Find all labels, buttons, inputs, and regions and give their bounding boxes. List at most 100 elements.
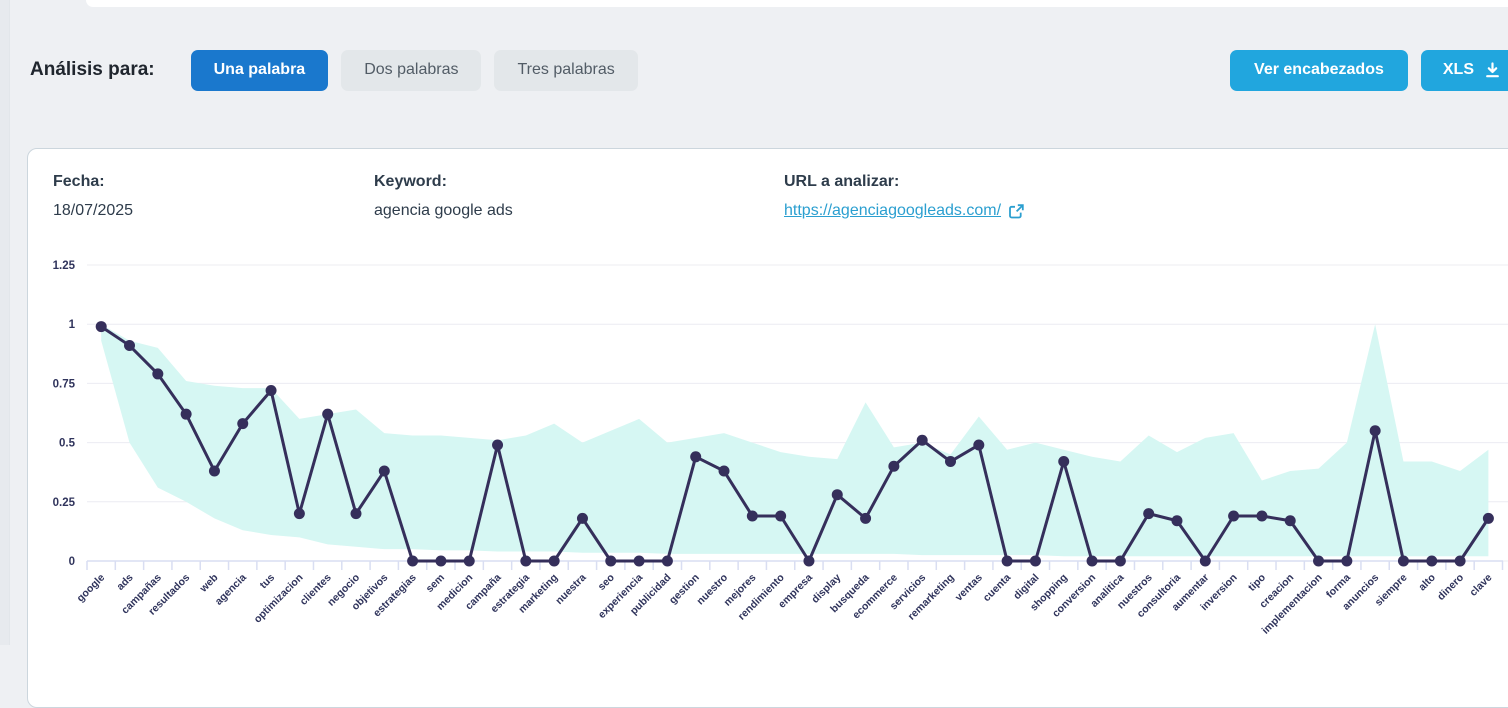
ver-encabezados-label: Ver encabezados bbox=[1254, 61, 1384, 78]
data-point[interactable] bbox=[718, 465, 730, 477]
data-point[interactable] bbox=[1482, 512, 1494, 524]
keyword-block: Keyword: agencia google ads bbox=[374, 173, 784, 220]
data-point[interactable] bbox=[548, 555, 560, 567]
data-point[interactable] bbox=[492, 439, 504, 451]
data-point[interactable] bbox=[1029, 555, 1041, 567]
data-point[interactable] bbox=[973, 439, 985, 451]
y-axis-label: 0.25 bbox=[53, 497, 76, 509]
data-point[interactable] bbox=[1114, 555, 1126, 567]
data-point[interactable] bbox=[1369, 425, 1381, 437]
ver-encabezados-button[interactable]: Ver encabezados bbox=[1230, 49, 1408, 91]
data-point[interactable] bbox=[152, 368, 164, 380]
data-point[interactable] bbox=[831, 489, 843, 501]
keyword-frequency-chart: 0 0.25 0.5 0.75 1 1.25 google ads campañas result… bbox=[28, 245, 1508, 646]
date-value: 18/07/2025 bbox=[53, 202, 134, 219]
x-axis-label: clave bbox=[1467, 572, 1494, 599]
x-axis-label: web bbox=[197, 572, 221, 596]
x-axis-label: alto bbox=[1416, 572, 1438, 594]
y-axis-label: 0.75 bbox=[53, 378, 76, 390]
export-actions: Ver encabezados XLS bbox=[1230, 49, 1508, 91]
data-point[interactable] bbox=[322, 408, 334, 420]
x-axis-label: dinero bbox=[1435, 572, 1466, 603]
data-point[interactable] bbox=[265, 385, 277, 397]
tab-una-palabra[interactable]: Una palabra bbox=[190, 49, 329, 91]
data-point[interactable] bbox=[1454, 555, 1466, 567]
y-axis-label: 0.5 bbox=[59, 438, 76, 450]
top-card-edge bbox=[86, 0, 1508, 7]
y-axis-label: 1.25 bbox=[53, 260, 76, 272]
data-point[interactable] bbox=[407, 555, 419, 567]
y-axis-label: 1 bbox=[69, 319, 76, 331]
data-point[interactable] bbox=[690, 451, 702, 463]
external-link-icon[interactable] bbox=[1008, 203, 1025, 220]
keyword-value: agencia google ads bbox=[374, 202, 513, 219]
data-point[interactable] bbox=[576, 512, 588, 524]
analysis-card: Fecha: 18/07/2025 Keyword: agencia googl… bbox=[27, 148, 1508, 708]
date-label: Fecha: bbox=[53, 173, 105, 190]
data-point[interactable] bbox=[463, 555, 475, 567]
word-count-tabs: Una palabra Dos palabras Tres palabras bbox=[190, 49, 638, 91]
tab-tres-palabras[interactable]: Tres palabras bbox=[494, 49, 638, 91]
x-axis-label: agencia bbox=[213, 572, 249, 608]
page-left-edge bbox=[0, 0, 10, 645]
x-axis-label: google bbox=[74, 572, 107, 605]
x-axis-label: tus bbox=[258, 572, 278, 592]
data-point[interactable] bbox=[945, 456, 956, 468]
data-point[interactable] bbox=[520, 555, 532, 567]
analyzed-url-text: https://agenciagoogleads.com/ bbox=[784, 202, 1002, 219]
date-block: Fecha: 18/07/2025 bbox=[53, 173, 374, 220]
data-point[interactable] bbox=[208, 465, 220, 477]
data-point[interactable] bbox=[237, 418, 249, 430]
data-point[interactable] bbox=[1001, 555, 1013, 567]
data-point[interactable] bbox=[95, 321, 107, 333]
data-point[interactable] bbox=[1228, 510, 1240, 522]
data-point[interactable] bbox=[633, 555, 645, 567]
data-point[interactable] bbox=[1199, 555, 1211, 567]
range-band-area bbox=[101, 324, 1489, 557]
data-point[interactable] bbox=[888, 460, 900, 472]
data-point[interactable] bbox=[1256, 510, 1268, 522]
x-axis-label: cuenta bbox=[981, 572, 1014, 605]
xls-download-button[interactable]: XLS bbox=[1420, 49, 1508, 91]
data-point[interactable] bbox=[1341, 555, 1353, 567]
x-axis-label: tipo bbox=[1246, 572, 1268, 594]
data-point[interactable] bbox=[803, 555, 815, 567]
x-axis-label: ventas bbox=[953, 572, 985, 604]
data-point[interactable] bbox=[1284, 515, 1296, 527]
data-point[interactable] bbox=[1313, 555, 1325, 567]
data-point[interactable] bbox=[860, 512, 872, 524]
data-point[interactable] bbox=[378, 465, 390, 477]
data-point[interactable] bbox=[746, 510, 758, 522]
keyword-label: Keyword: bbox=[374, 173, 447, 190]
data-point[interactable] bbox=[293, 508, 305, 520]
analysis-for-label: Análisis para: bbox=[30, 59, 155, 80]
meta-row: Fecha: 18/07/2025 Keyword: agencia googl… bbox=[28, 149, 1508, 220]
data-point[interactable] bbox=[350, 508, 362, 520]
data-point[interactable] bbox=[1397, 555, 1409, 567]
download-icon bbox=[1485, 62, 1500, 78]
data-point[interactable] bbox=[180, 408, 192, 420]
data-point[interactable] bbox=[1086, 555, 1098, 567]
x-axis-label: nuestra bbox=[553, 572, 588, 607]
x-axis-label: ads bbox=[114, 572, 135, 593]
data-point[interactable] bbox=[661, 555, 673, 567]
x-axis-label: seo bbox=[596, 572, 617, 593]
data-point[interactable] bbox=[1058, 456, 1070, 468]
data-point[interactable] bbox=[124, 340, 136, 352]
data-point[interactable] bbox=[605, 555, 617, 567]
data-point[interactable] bbox=[1143, 508, 1155, 520]
url-label: URL a analizar: bbox=[784, 173, 900, 190]
data-point[interactable] bbox=[775, 510, 787, 522]
data-point[interactable] bbox=[916, 434, 928, 446]
x-axis-label: sem bbox=[424, 572, 447, 595]
analysis-toolbar: Análisis para: Una palabra Dos palabras … bbox=[30, 48, 1508, 92]
xls-label: XLS bbox=[1442, 61, 1474, 78]
data-point[interactable] bbox=[1171, 515, 1183, 527]
analyzed-url-link[interactable]: https://agenciagoogleads.com/ bbox=[784, 202, 1025, 220]
data-point[interactable] bbox=[435, 555, 447, 567]
data-point[interactable] bbox=[1426, 555, 1438, 567]
y-axis-label: 0 bbox=[69, 556, 75, 568]
url-block: URL a analizar: https://agenciagoogleads… bbox=[784, 173, 1025, 220]
tab-dos-palabras[interactable]: Dos palabras bbox=[341, 49, 482, 91]
